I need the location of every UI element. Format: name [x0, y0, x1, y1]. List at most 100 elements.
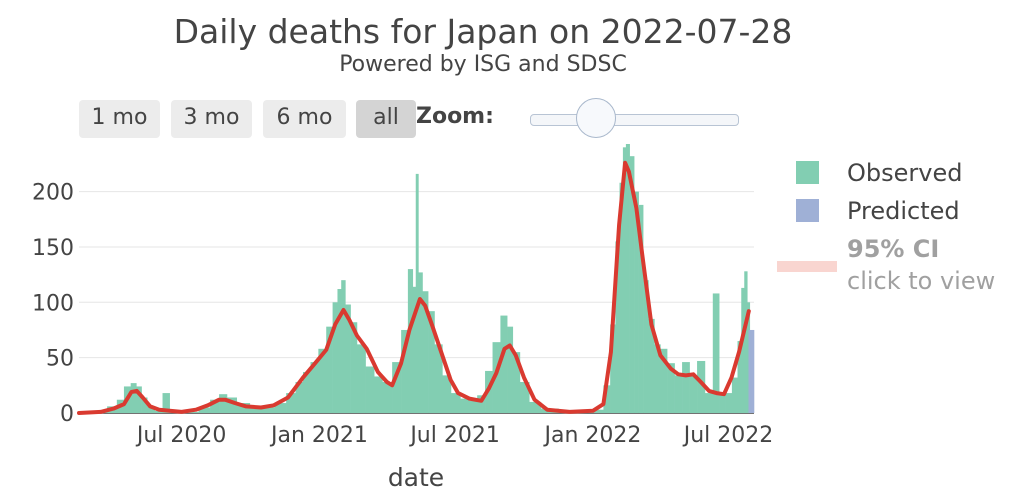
- observed-bar: [697, 360, 706, 413]
- observed-bar: [529, 401, 542, 413]
- observed-bar: [492, 342, 501, 413]
- observed-bar: [603, 385, 611, 413]
- observed-bar: [689, 375, 698, 413]
- chart-subtitle: Powered by ISG and SDSC: [339, 52, 627, 77]
- chart-title: Daily deaths for Japan on 2022-07-28: [173, 12, 793, 51]
- zoom-all-button[interactable]: all: [356, 100, 416, 138]
- legend-observed-label[interactable]: Observed: [847, 159, 963, 187]
- observed-bar: [634, 191, 639, 413]
- observed-bar: [507, 326, 514, 413]
- observed-bar: [341, 280, 346, 413]
- observed-bar: [141, 397, 148, 413]
- observed-bar: [450, 393, 461, 413]
- observed-bar: [460, 398, 470, 413]
- observed-bar: [382, 382, 393, 413]
- x-tick-label: Jul 2021: [408, 423, 500, 448]
- observed-bar: [326, 326, 333, 413]
- observed-bar: [130, 383, 137, 413]
- observed-bar: [415, 173, 419, 413]
- x-tick-labels: Jul 2020 Jan 2021 Jul 2021 Jan 2022 Jul 2022: [135, 423, 773, 448]
- observed-bar: [629, 156, 635, 414]
- observed-bar: [725, 393, 733, 413]
- observed-bar: [619, 182, 624, 413]
- legend-ci-label[interactable]: 95% CI: [847, 235, 940, 263]
- observed-bar: [198, 407, 211, 413]
- zoom-3mo-button[interactable]: 3 mo: [171, 100, 252, 138]
- observed-bar: [345, 304, 351, 413]
- observed-bar: [318, 348, 327, 413]
- x-tick-label: Jul 2020: [135, 423, 227, 448]
- legend-ci-hint[interactable]: click to view: [847, 267, 996, 295]
- observed-bars: [84, 144, 751, 414]
- x-tick-label: Jan 2021: [269, 423, 368, 448]
- observed-bar: [136, 386, 142, 413]
- observed-bar: [654, 344, 661, 413]
- observed-bar: [407, 269, 414, 413]
- observed-bar: [422, 291, 429, 413]
- predicted-bar: [750, 329, 753, 413]
- y-tick-label: 0: [60, 402, 74, 427]
- observed-bar: [310, 362, 319, 413]
- observed-bar: [469, 400, 478, 413]
- y-tick-label: 150: [32, 236, 74, 261]
- predicted-bars: [748, 329, 755, 413]
- observed-bar: [741, 287, 745, 413]
- observed-bar: [154, 410, 163, 413]
- observed-bar: [401, 329, 409, 413]
- observed-bar: [731, 377, 738, 413]
- observed-bar: [236, 403, 251, 413]
- observed-bar: [682, 362, 690, 413]
- observed-bar: [622, 147, 627, 413]
- y-tick-labels: 0 50 100 150 200: [32, 181, 74, 427]
- observed-bar: [295, 382, 304, 413]
- observed-bar: [147, 406, 155, 413]
- observed-bar: [744, 271, 748, 413]
- observed-bar: [412, 286, 417, 413]
- observed-bar: [519, 382, 530, 413]
- observed-bar: [648, 318, 655, 413]
- legend-observed-swatch[interactable]: [796, 161, 819, 184]
- observed-bar: [660, 348, 668, 413]
- observed-bar: [337, 289, 342, 413]
- zoom-6mo-button[interactable]: 6 mo: [263, 100, 346, 138]
- observed-bar: [674, 375, 683, 413]
- zoom-1mo-button[interactable]: 1 mo: [79, 100, 160, 138]
- fit-line: [77, 160, 751, 415]
- observed-bar: [704, 393, 714, 413]
- observed-bar: [186, 411, 199, 413]
- observed-bar: [392, 362, 402, 413]
- observed-bar: [303, 372, 311, 413]
- legend-ci-swatch[interactable]: [777, 261, 837, 272]
- observed-bar: [210, 399, 220, 413]
- observed-bar: [512, 352, 521, 413]
- observed-bar: [500, 315, 508, 413]
- observed-bar: [625, 144, 630, 413]
- observed-bar: [350, 322, 358, 413]
- observed-bar: [219, 394, 228, 413]
- observed-bar: [356, 344, 366, 413]
- observed-bar: [477, 395, 486, 413]
- predicted-bar: [748, 329, 751, 413]
- observed-bar: [226, 397, 237, 413]
- x-axis-label: date: [388, 463, 444, 492]
- observed-bar: [365, 366, 375, 413]
- observed-bar: [162, 393, 170, 413]
- observed-bar: [638, 204, 644, 413]
- legend-predicted-swatch[interactable]: [796, 199, 819, 222]
- observed-bar: [737, 341, 742, 413]
- x-tick-label: Jan 2022: [542, 423, 641, 448]
- observed-bar: [374, 376, 383, 413]
- y-tick-label: 100: [32, 291, 74, 316]
- observed-bar: [591, 409, 604, 413]
- zoom-slider-handle[interactable]: [576, 98, 616, 138]
- observed-bar: [643, 280, 649, 413]
- observed-bar: [262, 407, 275, 413]
- predicted-bar: [752, 329, 755, 413]
- observed-bar: [610, 324, 616, 413]
- observed-bar: [434, 344, 443, 413]
- observed-bar: [712, 293, 720, 413]
- observed-bar: [274, 403, 287, 413]
- legend-predicted-label[interactable]: Predicted: [847, 197, 960, 225]
- x-tick-label: Jul 2022: [682, 423, 774, 448]
